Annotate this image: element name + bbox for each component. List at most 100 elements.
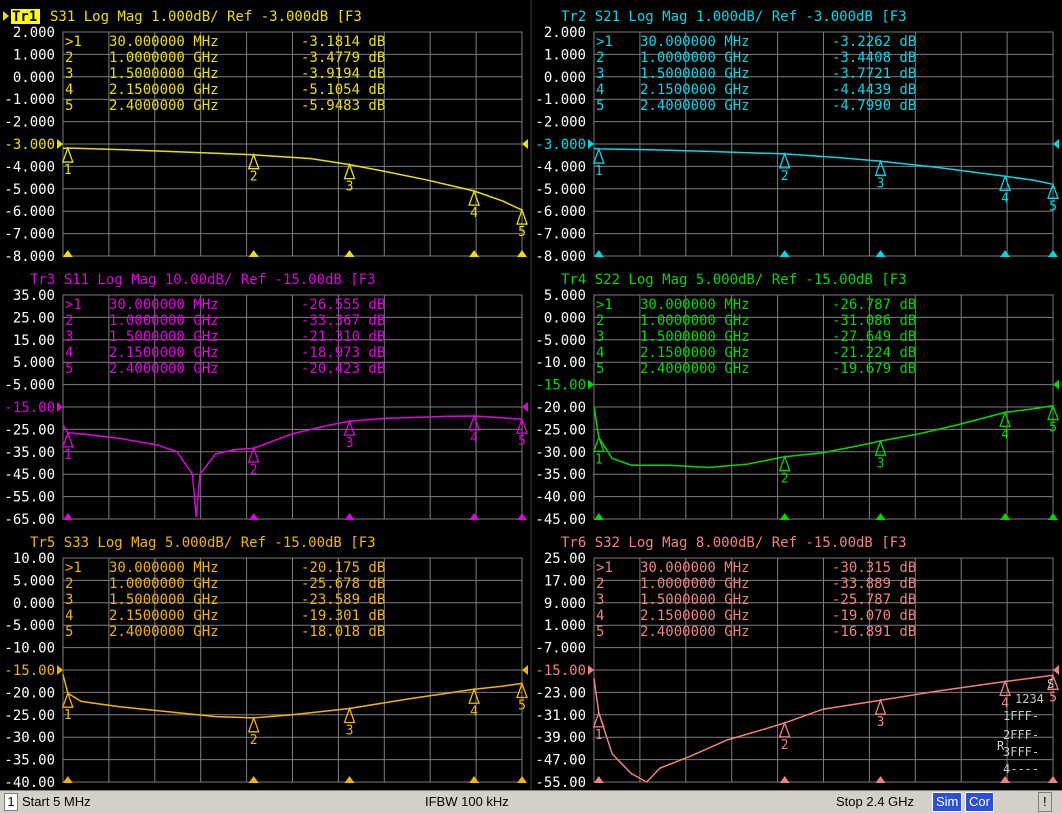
marker-table-frequency: 30.000000 MHz [640, 34, 750, 50]
marker-label: 2 [250, 463, 258, 478]
start-frequency[interactable]: Start 5 MHz [22, 794, 91, 809]
y-tick-label: -6.000 [535, 204, 586, 220]
marker-label: 2 [250, 733, 258, 748]
stop-frequency[interactable]: Stop 2.4 GHz [836, 794, 915, 809]
marker-label: 3 [346, 436, 354, 451]
marker-table-id: 5 [596, 361, 604, 377]
marker-position-icon [248, 513, 259, 520]
marker-triangle-icon [61, 146, 74, 163]
marker-table-frequency: 2.4000000 GHz [640, 624, 750, 640]
marker-label: 5 [1049, 199, 1057, 214]
reference-left-icon [57, 139, 63, 149]
trace-line-tr2 [593, 147, 1054, 186]
y-tick-label: 5.000 [13, 573, 55, 589]
y-tick-label: -8.000 [535, 249, 586, 265]
reference-left-icon [588, 139, 594, 149]
marker-label: 3 [877, 456, 885, 471]
marker-position-icon [248, 776, 259, 783]
marker-triangle-icon [516, 417, 528, 434]
y-tick-label: 2.000 [13, 25, 55, 41]
marker-position-icon [517, 513, 527, 520]
trace-header-tr1: S31 Log Mag 1.000dB/ Ref -3.000dB [F3 [50, 9, 362, 25]
marker-label: 3 [346, 180, 354, 195]
marker-position-icon [344, 250, 355, 257]
marker-position-icon [469, 776, 480, 783]
channel-number[interactable]: 1 [4, 793, 18, 811]
marker-table-frequency: 1.0000000 GHz [109, 313, 219, 329]
marker-table-frequency: 1.5000000 GHz [640, 329, 750, 345]
y-tick-label: 10.00 [13, 551, 55, 567]
side-status-label: R [997, 739, 1005, 753]
marker-triangle-icon [1047, 182, 1059, 199]
marker-triangle-icon [61, 691, 74, 708]
marker-position-icon [62, 513, 73, 520]
marker-position-icon [62, 250, 73, 257]
trace-header-tr6: Tr6 S32 Log Mag 8.000dB/ Ref -15.00dB [F… [561, 535, 907, 551]
marker-position-icon [248, 250, 259, 257]
marker-table-id: 3 [596, 329, 604, 345]
marker-table-value: -18.018 dB [301, 624, 385, 640]
trace-line-tr6 [593, 674, 1054, 783]
marker-table-frequency: 2.4000000 GHz [109, 98, 219, 114]
y-tick-label: -5.000 [4, 618, 55, 634]
active-trace-tag: Tr1 [12, 9, 37, 25]
marker-triangle-icon [778, 720, 791, 738]
marker-table-frequency: 2.1500000 GHz [109, 82, 219, 98]
marker-table-id: >1 [65, 297, 82, 313]
reference-right-icon [1053, 665, 1059, 675]
marker-table-frequency: 1.5000000 GHz [109, 592, 219, 608]
y-tick-label: -5.000 [535, 182, 586, 198]
y-tick-label: 25.00 [544, 551, 586, 567]
marker-table-value: -3.2262 dB [832, 34, 916, 50]
marker-position-icon [517, 250, 527, 257]
y-tick-label: 2.000 [544, 25, 586, 41]
ifbw-setting[interactable]: IFBW 100 kHz [425, 794, 509, 809]
marker-table-frequency: 2.1500000 GHz [640, 345, 750, 361]
y-tick-label: -7.000 [4, 227, 55, 243]
marker-table-id: 4 [596, 345, 604, 361]
y-tick-label: -55.00 [4, 490, 55, 506]
marker-table-id: 2 [65, 50, 73, 66]
marker-position-icon [593, 513, 604, 520]
marker-table-value: -20.175 dB [301, 560, 385, 576]
marker-label: 2 [250, 170, 258, 185]
y-tick-label: -1.000 [535, 92, 586, 108]
marker-triangle-icon [874, 439, 887, 456]
marker-table-frequency: 1.0000000 GHz [640, 50, 750, 66]
marker-label: 5 [1049, 421, 1057, 436]
marker-table-value: -30.315 dB [832, 560, 916, 576]
marker-position-icon [1000, 776, 1011, 783]
marker-triangle-icon [516, 208, 528, 225]
marker-position-icon [875, 250, 886, 257]
y-tick-label: -10.00 [535, 355, 586, 371]
marker-triangle-icon [1047, 403, 1059, 421]
marker-table-value: -23.589 dB [301, 592, 385, 608]
marker-table-value: -16.891 dB [832, 624, 916, 640]
marker-table-id: >1 [596, 560, 613, 576]
y-tick-label: 25.00 [13, 310, 55, 326]
side-status-label: S [1047, 677, 1054, 691]
y-tick-label: -30.00 [535, 445, 586, 461]
marker-table-value: -31.086 dB [832, 313, 916, 329]
y-tick-label: -5.000 [535, 333, 586, 349]
trace-header-tr2: Tr2 S21 Log Mag 1.000dB/ Ref -3.000dB [F… [561, 9, 907, 25]
marker-position-icon [779, 776, 790, 783]
marker-table-frequency: 2.4000000 GHz [109, 624, 219, 640]
y-tick-label: -4.000 [4, 159, 55, 175]
trace-panel-tr1: Tr1 S31 Log Mag 1.000dB/ Ref -3.000dB [F3… [3, 9, 528, 265]
reference-right-icon [1053, 139, 1059, 149]
marker-triangle-icon [592, 435, 605, 453]
marker-table-id: 4 [596, 608, 604, 624]
y-tick-label: -35.00 [4, 445, 55, 461]
y-tick-label: -2.000 [535, 115, 586, 131]
marker-position-icon [779, 250, 790, 257]
marker-table-id: 2 [596, 50, 604, 66]
marker-triangle-icon [247, 715, 260, 733]
y-tick-label: -45.00 [4, 467, 55, 483]
marker-table-value: -21.310 dB [301, 329, 385, 345]
marker-triangle-icon [61, 430, 74, 448]
marker-table-value: -3.7721 dB [832, 66, 916, 82]
marker-position-icon [593, 250, 604, 257]
marker-table-value: -27.649 dB [832, 329, 916, 345]
reference-right-icon [522, 139, 528, 149]
